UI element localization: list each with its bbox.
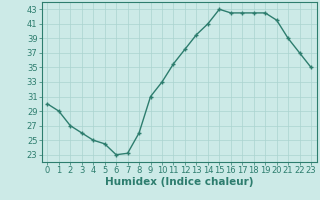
X-axis label: Humidex (Indice chaleur): Humidex (Indice chaleur) — [105, 177, 253, 187]
